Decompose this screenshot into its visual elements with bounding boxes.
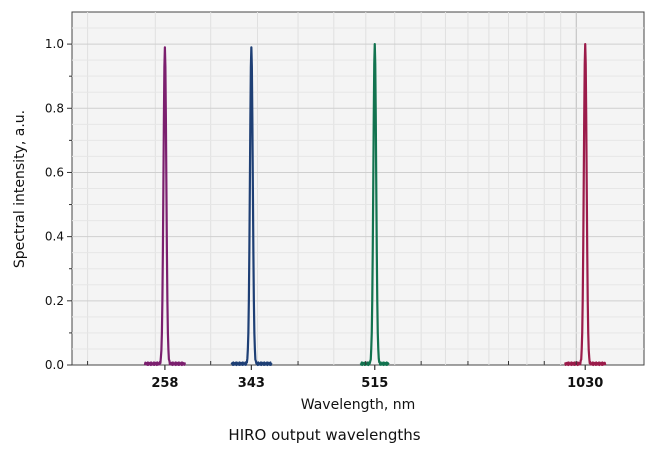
x-axis-title: Wavelength, nm [301,397,415,413]
x-tick-label: 343 [238,376,265,391]
chart-caption: HIRO output wavelengths [228,426,421,444]
peak-line-343 [230,46,273,367]
peak-line-1030 [564,42,607,367]
spectrum-chart: 0.0 0.2 0.4 0.6 0.8 1.0 258 343 515 1030 Wavelen… [12,11,645,413]
y-tick-label: 0.6 [45,165,64,179]
y-tick-label: 0.2 [45,294,64,308]
y-axis: 0.0 0.2 0.4 0.6 0.8 1.0 [45,37,72,372]
y-tick-label: 1.0 [45,37,64,51]
x-tick-label: 1030 [567,376,603,391]
y-tick-label: 0.4 [45,230,64,244]
x-tick-label: 258 [151,376,178,391]
y-axis-title: Spectral intensity, a.u. [12,110,28,268]
x-tick-label: 515 [361,376,388,391]
x-axis: 258 343 515 1030 [87,361,603,391]
peak-line-258 [143,46,186,367]
y-tick-label: 0.8 [45,101,64,115]
y-tick-label: 0.0 [45,358,64,372]
